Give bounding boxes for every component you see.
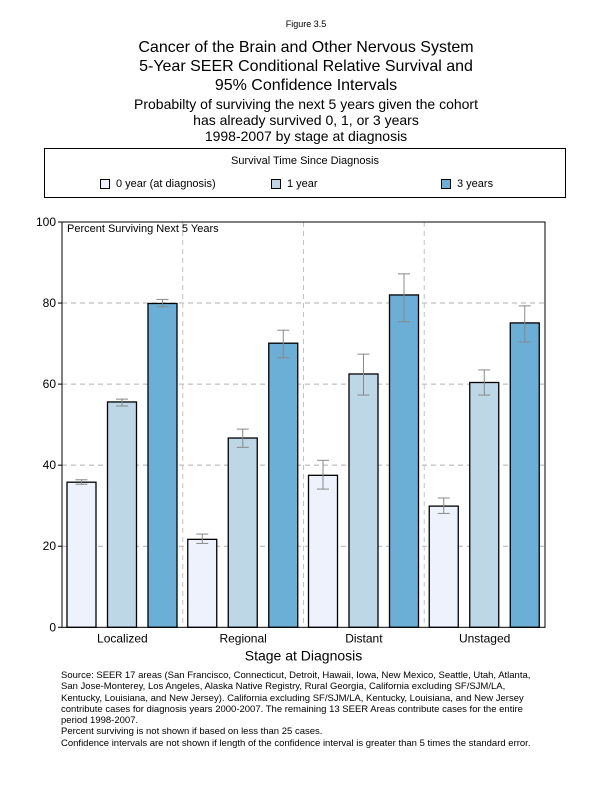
bar [187,538,218,628]
x-tick-label: Unstaged [459,631,510,645]
x-tick-label: Localized [97,631,148,645]
x-axis-label: Stage at Diagnosis [245,647,363,663]
source-line: contribute cases for diagnosis years 200… [61,703,523,715]
source-line: period 1998-2007. [61,715,139,727]
bar [348,373,379,628]
source-line: San Jose-Monterey, Los Angeles, Alaska N… [61,681,506,693]
source-line: Kentucky, Louisiana, and New Jersey). Ca… [61,692,524,704]
bar [509,322,540,628]
bar [147,302,178,628]
plot-frame [61,221,546,628]
bar [227,437,258,628]
x-tick-label: Distant [345,631,383,645]
y-tick-label: 20 [43,539,57,553]
chart-title: Cancer of the Brain and Other Nervous Sy… [0,38,612,95]
y-tick-label: 0 [49,620,56,634]
source-line: Percent surviving is not shown if based … [61,726,323,738]
subtitle-line: 1998-2007 by stage at diagnosis [204,128,408,144]
legend: Survival Time Since Diagnosis 0 year (at… [44,148,566,198]
legend-label: 1 year [287,178,318,190]
legend-swatch [271,179,281,189]
bar [469,381,500,628]
bar [388,294,420,628]
subtitle-line: has already survived 0, 1, or 3 years [193,112,419,128]
title-line: Cancer of the Brain and Other Nervous Sy… [138,39,474,56]
legend-label: 3 years [457,178,494,190]
bar-chart: 0 20 40 60 80 100 Localized Regional Distant Unst… [36,215,546,663]
legend-item: 1 year [271,178,318,190]
y-tick-label: 40 [43,458,57,472]
bar [307,474,339,628]
y-axis-label: Percent Surviving Next 5 Years [67,223,219,235]
legend-item: 3 years [441,178,493,190]
y-tick-label: 80 [43,296,57,310]
subtitle-line: Probabilty of surviving the next 5 years… [134,96,478,112]
source-line: Confidence intervals are not shown if le… [61,737,531,749]
y-tick-label: 60 [43,377,57,391]
source-notes: Source: SEER 17 areas (San Francisco, Co… [61,670,561,749]
chart-subtitle: Probabilty of surviving the next 5 years… [0,96,612,144]
y-tick-label: 100 [36,215,56,229]
bar [66,481,97,628]
legend-swatch [100,179,110,189]
title-line: 5-Year SEER Conditional Relative Surviva… [139,58,473,75]
source-line: Source: SEER 17 areas (San Francisco, Co… [61,670,531,681]
legend-label: 0 year (at diagnosis) [116,178,216,190]
legend-item: 0 year (at diagnosis) [100,178,216,190]
figure-label: Figure 3.5 [285,19,327,29]
bar [268,342,299,628]
bar [106,401,138,628]
legend-swatch [441,179,451,189]
legend-title: Survival Time Since Diagnosis [231,155,379,167]
x-tick-label: Regional [219,631,266,645]
title-line: 95% Confidence Intervals [214,77,398,94]
bar [428,505,459,628]
